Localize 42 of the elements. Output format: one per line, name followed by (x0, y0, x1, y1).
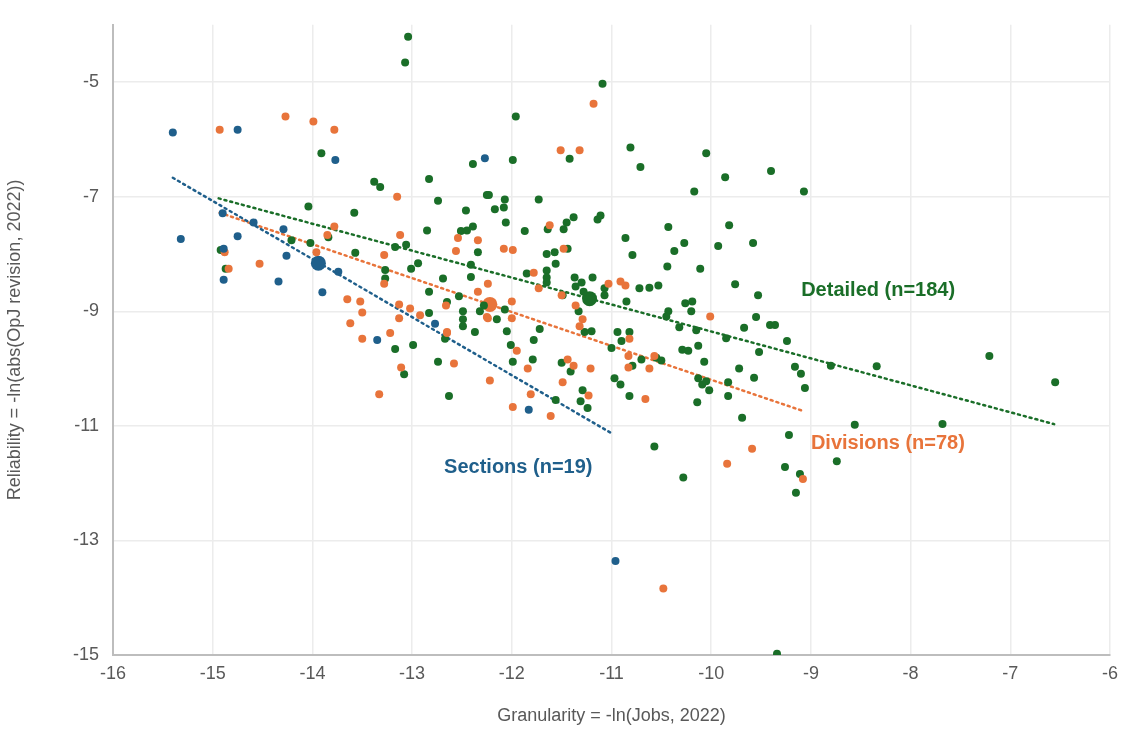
x-tick-label: -14 (299, 662, 326, 683)
x-tick-label: -10 (698, 662, 725, 683)
y-tick-label: -15 (72, 643, 99, 664)
x-tick-label: -7 (1002, 662, 1019, 683)
y-tick-label: -13 (72, 529, 99, 550)
x-tick-label: -11 (599, 662, 624, 683)
point (233, 232, 242, 241)
y-tick-label: -9 (82, 300, 99, 321)
y-tick-label: -7 (82, 185, 99, 206)
y-axis-title: Reliability = -ln(abs(OpJ revision, 2022)) (3, 179, 24, 501)
x-tick-label: -6 (1101, 662, 1119, 683)
series-label: Detailed (n=184) (801, 277, 956, 300)
point (218, 209, 227, 218)
point (331, 156, 340, 165)
x-tick-label: -16 (99, 662, 127, 683)
point (318, 288, 327, 297)
point (274, 277, 283, 286)
x-tick-label: -12 (498, 662, 525, 683)
x-axis-title: Granularity = -ln(Jobs, 2022) (497, 705, 726, 726)
point (582, 291, 598, 307)
x-tick-label: -13 (399, 662, 426, 683)
x-tick-label: -8 (902, 662, 919, 683)
point (176, 235, 185, 244)
point (219, 275, 228, 284)
point (310, 255, 326, 271)
x-tick-label: -15 (199, 662, 226, 683)
point (334, 267, 343, 276)
text: Sections (n=19) (444, 455, 593, 478)
x-tick-label: -9 (802, 662, 819, 683)
point (279, 225, 288, 234)
point (611, 557, 620, 566)
series-label: Divisions (n=78) (810, 431, 965, 454)
y-tick-label: -11 (74, 414, 99, 435)
y-tick-label: -5 (82, 71, 99, 92)
point (233, 125, 242, 134)
point (431, 319, 440, 328)
point (524, 405, 533, 414)
point (249, 218, 258, 227)
point (480, 154, 489, 163)
point (373, 335, 382, 344)
point (282, 251, 291, 260)
point (168, 128, 177, 137)
